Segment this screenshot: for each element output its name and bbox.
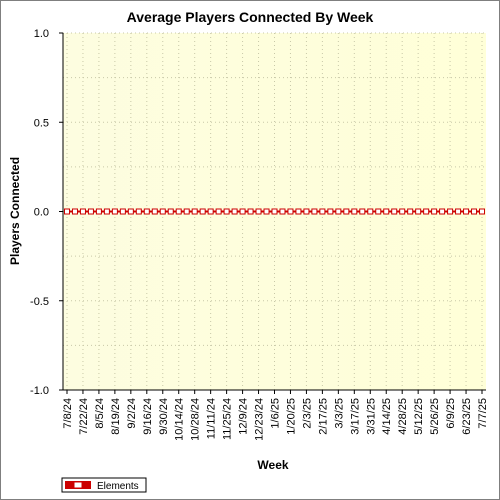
data-point xyxy=(271,208,278,215)
data-point xyxy=(327,208,334,215)
x-tick-label: 9/2/24 xyxy=(126,398,138,429)
data-point xyxy=(303,208,310,215)
x-tick-label: 3/17/25 xyxy=(349,398,361,435)
x-tick-label: 6/23/25 xyxy=(461,398,473,435)
data-point xyxy=(439,208,446,215)
data-point xyxy=(127,208,134,215)
data-point xyxy=(71,208,78,215)
x-tick-label: 12/9/24 xyxy=(238,398,250,435)
data-point xyxy=(63,208,70,215)
x-tick-label: 10/28/24 xyxy=(190,398,202,441)
data-point xyxy=(471,208,478,215)
data-point xyxy=(87,208,94,215)
data-point xyxy=(367,208,374,215)
data-point xyxy=(359,208,366,215)
data-point xyxy=(463,208,470,215)
x-tick-label: 5/12/25 xyxy=(413,398,425,435)
data-point xyxy=(311,208,318,215)
data-point xyxy=(111,208,118,215)
data-point xyxy=(407,208,414,215)
x-tick-label: 9/16/24 xyxy=(142,398,154,435)
series-elements xyxy=(63,208,486,215)
data-point xyxy=(247,208,254,215)
x-tick-label: 7/7/25 xyxy=(477,398,489,429)
x-tick-label: 1/6/25 xyxy=(270,398,282,429)
x-axis-label: Week xyxy=(257,458,288,472)
data-point xyxy=(183,208,190,215)
data-point xyxy=(255,208,262,215)
x-tick-label: 8/19/24 xyxy=(110,398,122,435)
data-point xyxy=(207,208,214,215)
data-point xyxy=(175,208,182,215)
x-tick-label: 3/31/25 xyxy=(365,398,377,435)
data-point xyxy=(159,208,166,215)
x-tick-label: 4/14/25 xyxy=(381,398,393,435)
data-point xyxy=(295,208,302,215)
data-point xyxy=(199,208,206,215)
data-point xyxy=(431,208,438,215)
data-point xyxy=(103,208,110,215)
x-tick-label: 2/17/25 xyxy=(317,398,329,435)
y-tick-label: 0.5 xyxy=(34,117,49,129)
data-point xyxy=(391,208,398,215)
data-point xyxy=(335,208,342,215)
legend: Elements xyxy=(61,477,147,493)
data-point xyxy=(151,208,158,215)
data-point xyxy=(143,208,150,215)
x-tick-label: 8/5/24 xyxy=(94,398,106,429)
data-point xyxy=(351,208,358,215)
legend-label: Elements xyxy=(97,481,139,492)
x-tick-label: 1/20/25 xyxy=(285,398,297,435)
data-point xyxy=(375,208,382,215)
x-tick-label: 11/11/24 xyxy=(206,398,218,439)
y-tick-label: 1.0 xyxy=(34,28,49,40)
data-point xyxy=(415,208,422,215)
data-point xyxy=(383,208,390,215)
data-point xyxy=(167,208,174,215)
data-point xyxy=(319,208,326,215)
data-point xyxy=(287,208,294,215)
data-point xyxy=(479,208,486,215)
data-point xyxy=(447,208,454,215)
x-axis-ticks: 7/8/24 7/22/24 8/5/24 8/19/24 9/2/24 9/16/24 9… xyxy=(62,390,489,441)
y-axis-label: Players Connected xyxy=(8,157,22,265)
data-point xyxy=(79,208,86,215)
data-point xyxy=(399,208,406,215)
x-tick-label: 5/26/25 xyxy=(429,398,441,435)
data-point xyxy=(343,208,350,215)
data-point xyxy=(119,208,126,215)
data-point xyxy=(423,208,430,215)
data-point xyxy=(135,208,142,215)
y-axis-ticks: 1.0 0.5 0.0 -0.5 -1.0 xyxy=(30,28,63,397)
x-tick-label: 2/3/25 xyxy=(301,398,313,429)
data-point xyxy=(279,208,286,215)
x-tick-label: 7/22/24 xyxy=(78,398,90,435)
data-point xyxy=(455,208,462,215)
y-tick-label: -1.0 xyxy=(30,385,49,397)
data-point xyxy=(191,208,198,215)
data-point xyxy=(95,208,102,215)
data-point xyxy=(231,208,238,215)
y-tick-label: -0.5 xyxy=(30,296,49,308)
x-tick-label: 10/14/24 xyxy=(174,398,186,441)
x-tick-label: 3/3/25 xyxy=(333,398,345,429)
data-point xyxy=(215,208,222,215)
legend-marker xyxy=(73,481,83,489)
x-tick-label: 12/23/24 xyxy=(254,398,266,441)
data-point xyxy=(223,208,230,215)
x-tick-label: 7/8/24 xyxy=(62,398,74,429)
y-tick-label: 0.0 xyxy=(34,207,49,219)
chart-title: Average Players Connected By Week xyxy=(127,9,374,25)
x-tick-label: 4/28/25 xyxy=(397,398,409,435)
x-tick-label: 9/30/24 xyxy=(158,398,170,435)
x-tick-label: 11/25/24 xyxy=(222,398,234,440)
x-tick-label: 6/9/25 xyxy=(445,398,457,429)
data-point xyxy=(239,208,246,215)
data-point xyxy=(263,208,270,215)
